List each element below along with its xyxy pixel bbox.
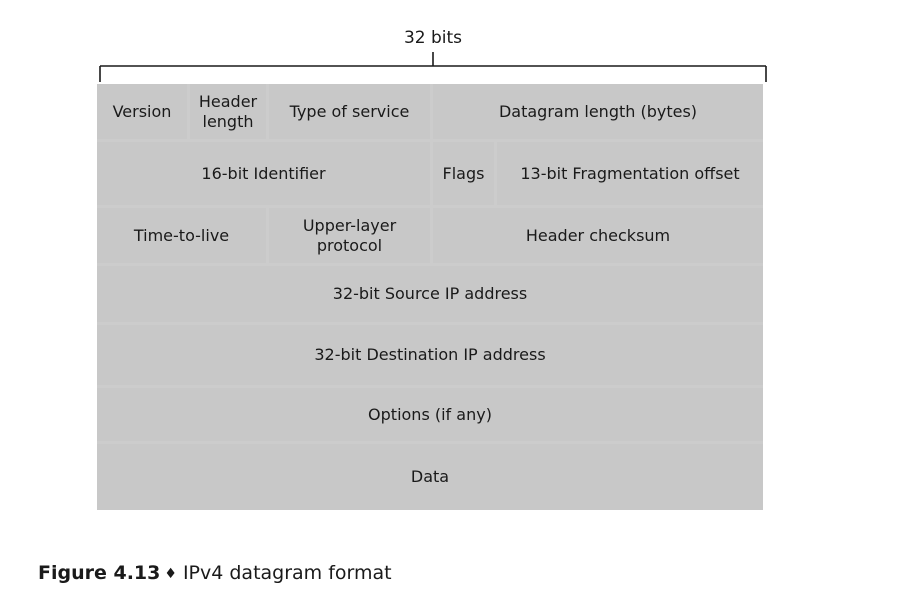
field-identifier: 16-bit Identifier [97,142,430,205]
field-time-to-live: Time-to-live [97,208,266,263]
ipv4-datagram-diagram: Version Header length Type of service Da… [97,84,763,510]
figure-title: IPv4 datagram format [182,562,392,584]
figure-number: Figure 4.13 [38,562,161,584]
field-options: Options (if any) [97,388,763,441]
field-header-checksum: Header checksum [433,208,763,263]
field-datagram-length: Datagram length (bytes) [433,84,763,139]
field-fragmentation-offset: 13-bit Fragmentation offset [497,142,763,205]
field-destination-ip-address: 32-bit Destination IP address [97,325,763,385]
diamond-icon: ♦ [164,566,177,582]
figure-caption: Figure 4.13 ♦ IPv4 datagram format [38,562,392,584]
field-header-length: Header length [190,84,266,139]
field-type-of-service: Type of service [269,84,430,139]
field-data: Data [97,444,763,510]
bits-width-label: 32 bits [403,28,463,48]
bits-width-bracket [99,52,767,82]
field-flags: Flags [433,142,494,205]
field-version: Version [97,84,187,139]
field-upper-layer-protocol: Upper-layer protocol [269,208,430,263]
field-source-ip-address: 32-bit Source IP address [97,266,763,322]
